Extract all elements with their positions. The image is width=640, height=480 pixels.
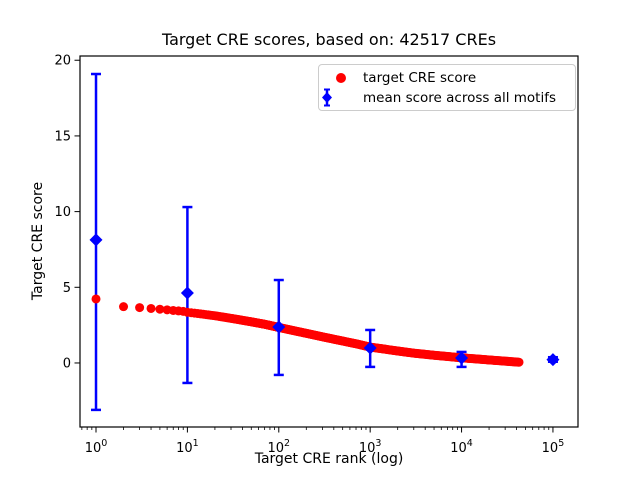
red-scatter-point	[91, 294, 101, 304]
y-tick-label: 10	[54, 205, 71, 220]
axes-spine	[79, 55, 579, 428]
mean-diamond-marker	[272, 320, 286, 334]
mean-diamond-marker	[89, 233, 103, 247]
chart-title: Target CRE scores, based on: 42517 CREs	[161, 30, 497, 49]
mean-diamond-marker	[546, 353, 560, 367]
mean-diamond-marker	[363, 341, 377, 355]
mean-diamond-marker	[180, 286, 194, 300]
red-scatter-point	[514, 357, 524, 367]
legend-item-mean-score: mean score across all motifs	[319, 87, 556, 108]
y-tick-label: 15	[54, 129, 71, 144]
x-axis-label: Target CRE rank (log)	[254, 451, 404, 467]
legend-item-label: target CRE score	[363, 69, 477, 86]
red-scatter-point	[155, 304, 165, 314]
legend-item-label: mean score across all motifs	[363, 89, 557, 106]
legend-item-target-score: target CRE score	[319, 67, 476, 88]
mean-diamond-marker	[455, 351, 469, 365]
red-scatter-point	[135, 303, 145, 313]
red-scatter-point	[119, 302, 129, 312]
y-tick-label: 0	[63, 356, 71, 371]
red-circle-icon	[319, 72, 363, 83]
y-tick-label: 20	[54, 54, 71, 69]
red-scatter-point	[146, 303, 156, 313]
legend: target CRE score mean score across all m…	[318, 64, 576, 111]
y-axis-label: Target CRE score	[30, 181, 46, 301]
y-tick-label: 5	[63, 281, 71, 296]
